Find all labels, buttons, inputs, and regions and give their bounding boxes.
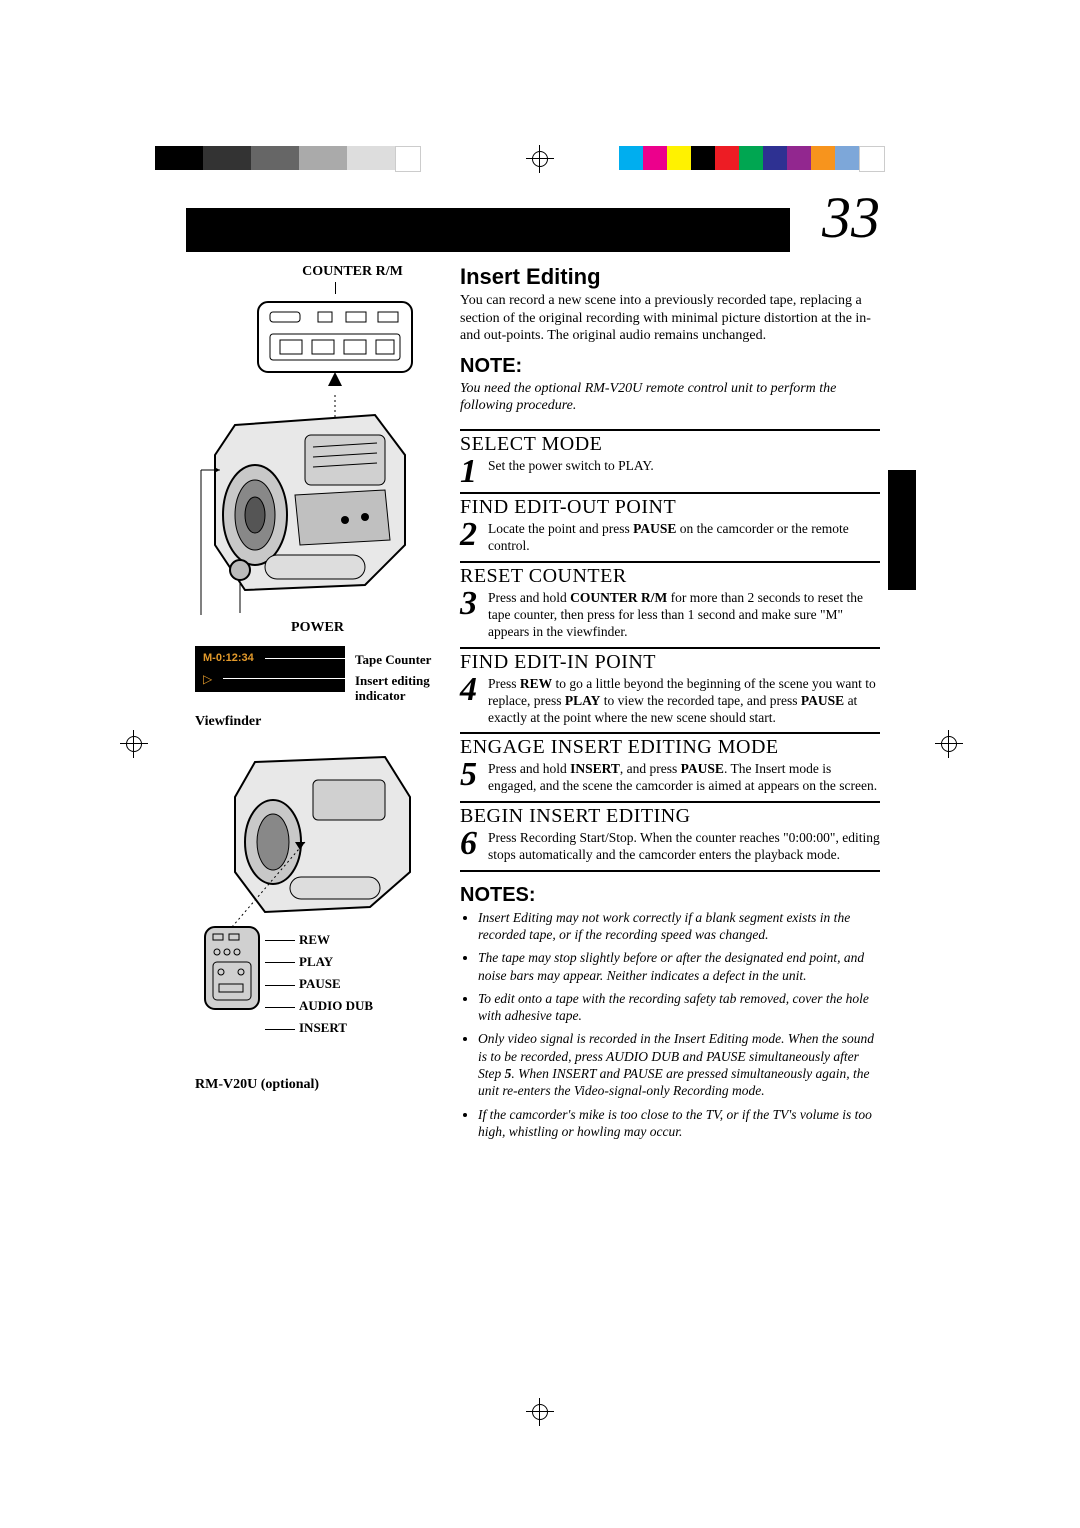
- insert-indicator-icon: ▷: [203, 672, 212, 687]
- step-number: 2: [460, 521, 488, 555]
- label-tape-counter: Tape Counter: [355, 652, 440, 668]
- page-number: 33: [790, 184, 880, 251]
- step-text: Press and hold COUNTER R/M for more than…: [488, 590, 880, 641]
- step-text: Press REW to go a little beyond the begi…: [488, 676, 880, 727]
- step-text: Press Recording Start/Stop. When the cou…: [488, 830, 880, 864]
- label-viewfinder: Viewfinder: [195, 714, 440, 730]
- step-title: RESET COUNTER: [460, 565, 880, 588]
- tape-counter-value: M-0:12:34: [203, 652, 254, 664]
- note-item: Only video signal is recorded in the Ins…: [478, 1030, 880, 1099]
- notes-list: Insert Editing may not work correctly if…: [460, 909, 880, 1140]
- camcorder-illustration: [195, 395, 430, 615]
- viewfinder-display: M-0:12:34 ▷: [195, 646, 345, 692]
- label-remote-name: RM-V20U (optional): [195, 1077, 440, 1093]
- right-column: Insert Editing You can record a new scen…: [460, 260, 880, 1146]
- step-number: 5: [460, 761, 488, 795]
- reg-mark-right: [935, 730, 963, 758]
- side-black-tab: [888, 470, 916, 590]
- note-item: To edit onto a tape with the recording s…: [478, 990, 880, 1025]
- step-title: BEGIN INSERT EDITING: [460, 805, 880, 828]
- remote-label: INSERT: [265, 1017, 440, 1039]
- step: RESET COUNTER3Press and hold COUNTER R/M…: [460, 561, 880, 641]
- step-text: Set the power switch to PLAY.: [488, 458, 654, 487]
- reg-mark-left: [120, 730, 148, 758]
- header-black-bar: [186, 208, 790, 252]
- section-title: Insert Editing: [460, 264, 880, 290]
- step: FIND EDIT-IN POINT4Press REW to go a lit…: [460, 647, 880, 727]
- color-bars: [0, 146, 1080, 174]
- manual-page: 33 COUNTER R/M: [0, 0, 1080, 1528]
- step: FIND EDIT-OUT POINT2Locate the point and…: [460, 492, 880, 555]
- leader-line: [335, 282, 336, 294]
- step: BEGIN INSERT EDITING6Press Recording Sta…: [460, 801, 880, 872]
- label-counter-rm: COUNTER R/M: [265, 264, 440, 280]
- step-title: FIND EDIT-IN POINT: [460, 651, 880, 674]
- reg-mark-bottom: [526, 1398, 554, 1426]
- step-title: FIND EDIT-OUT POINT: [460, 496, 880, 519]
- left-column: COUNTER R/M: [195, 264, 440, 1093]
- step-title: SELECT MODE: [460, 433, 880, 456]
- notes-heading: NOTES:: [460, 884, 880, 907]
- step-title: ENGAGE INSERT EDITING MODE: [460, 736, 880, 759]
- step-number: 4: [460, 676, 488, 727]
- step-number: 3: [460, 590, 488, 641]
- label-power: POWER: [195, 620, 440, 636]
- note-body: You need the optional RM-V20U remote con…: [460, 380, 880, 415]
- note-item: Insert Editing may not work correctly if…: [478, 909, 880, 944]
- note-item: If the camcorder's mike is too close to …: [478, 1106, 880, 1141]
- step-number: 6: [460, 830, 488, 864]
- note-item: The tape may stop slightly before or aft…: [478, 949, 880, 984]
- step-text: Press and hold INSERT, and press PAUSE. …: [488, 761, 880, 795]
- remote-top-illustration: [250, 294, 420, 390]
- section-intro: You can record a new scene into a previo…: [460, 292, 880, 345]
- step-number: 1: [460, 458, 488, 487]
- note-heading: NOTE:: [460, 355, 880, 378]
- label-insert-indicator: Insert editing indicator: [355, 674, 440, 704]
- step: ENGAGE INSERT EDITING MODE5Press and hol…: [460, 732, 880, 795]
- step-text: Locate the point and press PAUSE on the …: [488, 521, 880, 555]
- step: SELECT MODE1Set the power switch to PLAY…: [460, 429, 880, 487]
